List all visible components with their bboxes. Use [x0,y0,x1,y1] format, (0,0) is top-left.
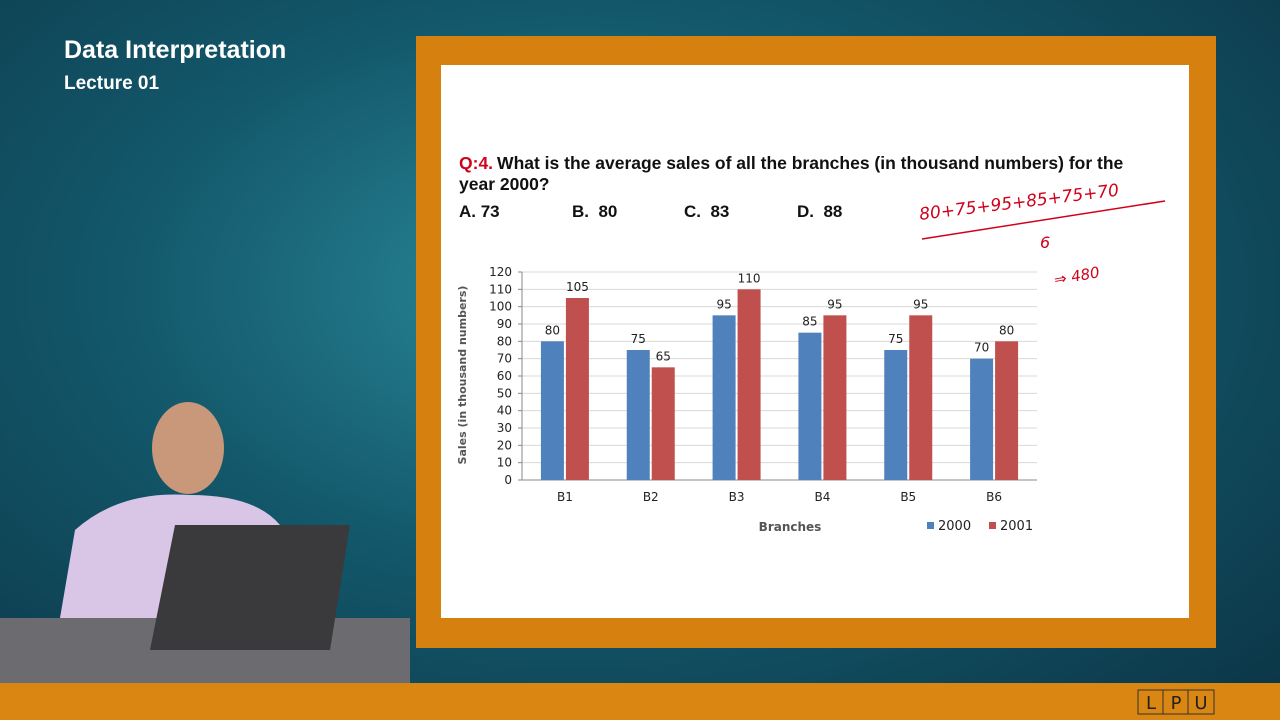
bar [712,315,736,480]
bar [565,298,589,480]
data-label: 70 [974,341,989,355]
legend-label: 2000 [938,519,971,534]
y-tick-label: 120 [489,265,512,279]
y-tick-label: 0 [504,473,512,487]
data-label: 105 [566,280,589,294]
bar [970,358,994,480]
x-tick-label: B1 [557,490,573,504]
logo-letter: L [1146,693,1156,714]
y-tick-label: 70 [497,352,512,366]
legend-swatch [927,522,934,529]
presenter-head [152,402,224,494]
bar [995,341,1019,480]
note-divisor: 6 [1040,233,1050,252]
data-label: 95 [913,297,928,311]
bar [651,367,675,480]
y-tick-label: 20 [497,438,512,452]
data-label: 95 [827,297,842,311]
x-tick-label: B5 [900,490,916,504]
laptop [150,525,350,650]
y-axis-label: Sales (in thousand numbers) [456,286,469,465]
data-label: 65 [656,349,671,363]
y-tick-label: 110 [489,282,512,296]
bar [884,350,908,480]
legend-label: 2001 [1000,519,1033,534]
y-tick-label: 50 [497,386,512,400]
y-tick-label: 60 [497,369,512,383]
legend-swatch [989,522,996,529]
option: C. 83 [684,202,730,221]
y-tick-label: 90 [497,317,512,331]
option: D. 88 [797,202,843,221]
bar [737,289,761,480]
y-tick-label: 100 [489,300,512,314]
x-tick-label: B6 [986,490,1002,504]
data-label: 80 [999,323,1014,337]
question-text: What is the average sales of all the bra… [459,153,1124,194]
x-tick-label: B3 [729,490,745,504]
x-tick-label: B4 [814,490,830,504]
y-tick-label: 10 [497,456,512,470]
bar [626,350,650,480]
x-axis-label: Branches [759,520,822,534]
data-label: 75 [888,332,903,346]
bar [909,315,933,480]
y-tick-label: 40 [497,404,512,418]
data-label: 85 [802,315,817,329]
logo-letter: P [1171,693,1182,714]
fraction-line [921,200,1166,240]
bottom-strip [0,683,1280,720]
bar [540,341,564,480]
data-label: 75 [631,332,646,346]
data-label: 80 [545,323,560,337]
y-tick-label: 30 [497,421,512,435]
y-tick-label: 80 [497,334,512,348]
question: Q:4. What is the average sales of all the… [459,153,1159,195]
logo-box [1137,689,1215,715]
option: A. 73 [459,202,500,221]
data-label: 95 [716,297,731,311]
option: B. 80 [572,202,618,221]
bar [798,332,822,480]
question-label: Q:4. [459,153,494,173]
x-tick-label: B2 [643,490,659,504]
data-label: 110 [738,271,761,285]
logo-letter: U [1194,693,1207,714]
bar [823,315,847,480]
title: Data Interpretation [64,36,287,64]
subtitle: Lecture 01 [64,73,160,94]
